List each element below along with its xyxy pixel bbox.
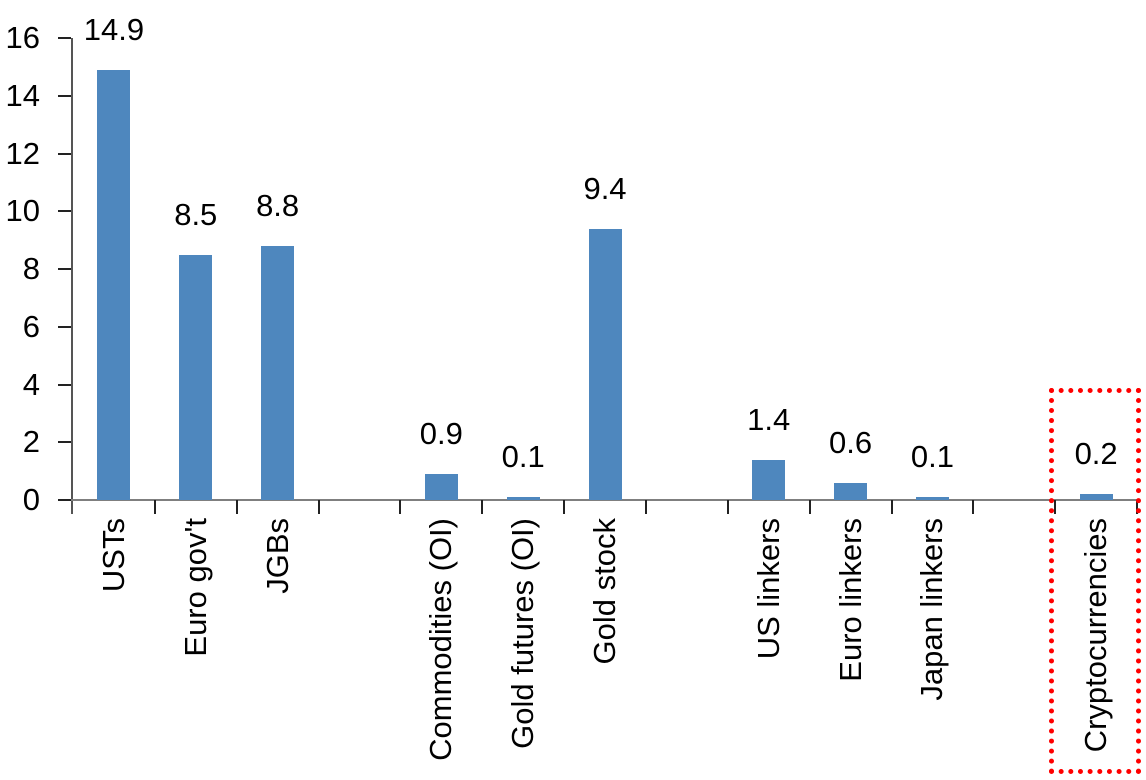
- category-label-us-linkers: US linkers: [750, 518, 786, 660]
- x-tick: [972, 500, 975, 514]
- y-tick-label: 12: [5, 135, 40, 171]
- bar-cryptocurrencies: [1079, 494, 1113, 500]
- y-tick: [58, 383, 71, 386]
- y-tick: [58, 268, 71, 270]
- value-label-gold-stock: 9.4: [583, 170, 627, 206]
- category-label-euro-gov-t: Euro gov't: [177, 518, 213, 657]
- value-label-jgbs: 8.8: [256, 187, 300, 223]
- y-tick: [58, 37, 71, 39]
- y-tick-label: 0: [22, 482, 40, 517]
- value-label-euro-gov-t: 8.5: [174, 196, 218, 232]
- x-tick: [1054, 500, 1057, 514]
- bar-us-linkers: [752, 459, 786, 500]
- bar-gold-stock: [588, 228, 622, 500]
- category-label-jgbs: JGBs: [259, 518, 295, 594]
- x-tick: [890, 500, 893, 514]
- bar-commodities-oi: [424, 474, 458, 500]
- bar-euro-gov-t: [179, 254, 213, 500]
- x-tick: [235, 500, 238, 514]
- y-tick: [58, 210, 71, 213]
- value-label-usts: 14.9: [83, 11, 145, 47]
- bar-usts: [97, 69, 131, 500]
- y-tick: [58, 499, 71, 501]
- x-tick: [153, 500, 156, 514]
- value-label-euro-linkers: 0.6: [829, 424, 873, 460]
- bar-jgbs: [261, 245, 295, 500]
- category-label-euro-linkers: Euro linkers: [832, 518, 868, 682]
- y-tick: [58, 441, 71, 444]
- value-label-gold-futures-oi: 0.1: [501, 439, 545, 475]
- y-tick-label: 4: [22, 366, 40, 402]
- y-tick: [58, 94, 71, 97]
- category-label-commodities-oi: Commodities (OI): [423, 518, 459, 761]
- x-tick: [481, 500, 484, 514]
- y-tick-label: 8: [22, 251, 40, 286]
- category-label-gold-stock: Gold stock: [587, 518, 623, 665]
- y-tick-label: 10: [5, 193, 40, 229]
- y-tick-label: 14: [5, 77, 40, 113]
- value-label-japan-linkers: 0.1: [910, 439, 954, 475]
- x-tick: [726, 500, 729, 514]
- bar-japan-linkers: [915, 497, 949, 500]
- value-label-us-linkers: 1.4: [747, 401, 791, 437]
- x-tick: [808, 500, 811, 514]
- x-tick: [317, 500, 320, 514]
- y-tick-label: 6: [22, 308, 40, 344]
- x-tick: [644, 500, 647, 514]
- value-label-commodities-oi: 0.9: [419, 416, 463, 451]
- bar-euro-linkers: [834, 482, 868, 500]
- y-tick: [58, 152, 71, 155]
- highlight-box-cryptocurrencies: [1049, 388, 1142, 774]
- y-tick-label: 16: [5, 20, 40, 55]
- x-tick: [563, 500, 566, 514]
- category-label-gold-futures-oi: Gold futures (OI): [505, 518, 541, 749]
- bar-gold-futures-oi: [506, 497, 540, 500]
- category-label-japan-linkers: Japan linkers: [914, 518, 950, 701]
- value-label-cryptocurrencies: 0.2: [1074, 436, 1118, 472]
- x-axis-line: [71, 499, 1138, 501]
- y-axis-line: [71, 38, 73, 514]
- y-tick-label: 2: [22, 424, 40, 460]
- x-tick: [399, 500, 402, 514]
- category-label-usts: USTs: [95, 518, 131, 593]
- y-tick: [58, 325, 71, 328]
